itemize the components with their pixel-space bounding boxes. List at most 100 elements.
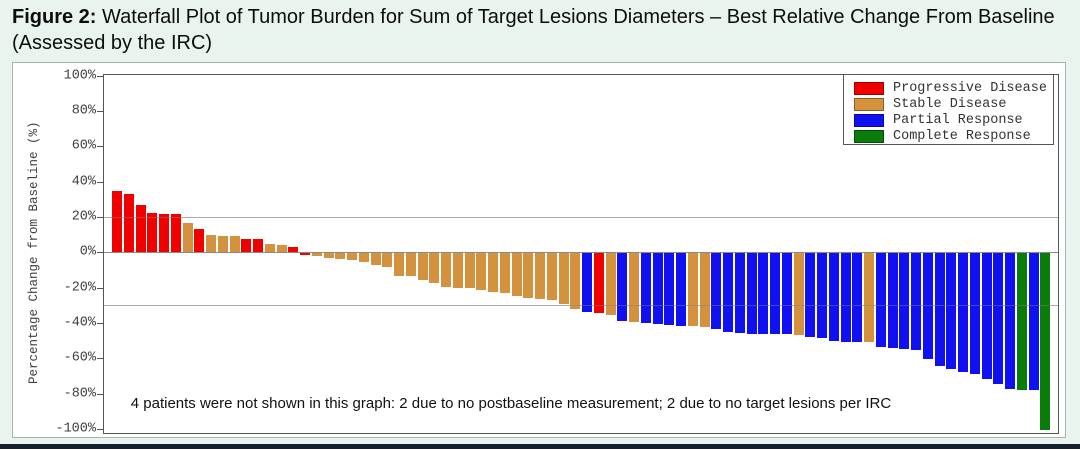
waterfall-bar-sd [335, 253, 346, 259]
waterfall-bar-sd [206, 235, 216, 253]
y-tick-label: 40% [71, 174, 96, 190]
legend-label: Complete Response [893, 128, 1031, 144]
y-tick-mark [97, 323, 104, 324]
chart-panel: Percentage Change from Baseline (%) 100%… [12, 62, 1066, 438]
waterfall-bar-pr [934, 253, 945, 366]
y-tick-mark [97, 358, 104, 359]
waterfall-bar-sd [429, 253, 440, 283]
waterfall-bar-pr [875, 253, 886, 347]
figure-title: Figure 2: Waterfall Plot of Tumor Burden… [12, 4, 1062, 56]
waterfall-bar-pr [734, 253, 745, 333]
waterfall-bar-sd [441, 253, 451, 287]
zero-line [104, 252, 1058, 253]
y-tick-label: -80% [63, 386, 96, 401]
reference-line [104, 305, 1058, 306]
waterfall-bar-sd [629, 253, 639, 323]
waterfall-bar-pr [1005, 253, 1015, 390]
waterfall-bar-pd [147, 213, 158, 253]
y-tick-mark [97, 429, 104, 430]
waterfall-bar-pr [617, 253, 628, 321]
legend-label: Progressive Disease [893, 80, 1047, 96]
legend-label: Partial Response [893, 112, 1023, 128]
waterfall-bar-pr [770, 253, 780, 335]
y-tick-label: 20% [71, 209, 96, 225]
figure-title-text: Waterfall Plot of Tumor Burden for Sum o… [12, 6, 1055, 54]
waterfall-bar-sd [323, 253, 334, 259]
waterfall-bar-sd [464, 253, 475, 288]
footnote: 4 patients were not shown in this graph:… [130, 395, 892, 412]
waterfall-bar-cr [1040, 253, 1051, 430]
window-bottom-border [0, 444, 1080, 449]
waterfall-bar-sd [864, 253, 874, 343]
waterfall-bar-pr [969, 253, 980, 375]
legend-item-cr: Complete Response [854, 128, 1053, 144]
waterfall-bar-sd [217, 235, 228, 253]
waterfall-bar-pr [993, 253, 1004, 384]
waterfall-bar-sd [182, 222, 193, 253]
waterfall-bar-pd [123, 194, 134, 253]
waterfall-bar-pr [817, 253, 827, 339]
y-tick-label: -40% [63, 315, 96, 331]
waterfall-bar-pr [805, 253, 816, 338]
waterfall-bar-sd [311, 253, 322, 257]
waterfall-bar-sd [476, 253, 487, 290]
waterfall-bar-pr [852, 253, 863, 342]
waterfall-bar-sd [558, 253, 569, 304]
waterfall-bar-sd [394, 253, 404, 276]
waterfall-bar-sd [229, 236, 240, 253]
waterfall-bar-pr [828, 253, 839, 342]
waterfall-bar-pr [723, 253, 733, 333]
reference-line-overlay [104, 305, 1058, 306]
legend: Progressive Disease Stable Disease Partial… [843, 74, 1054, 145]
legend-swatch-pd [854, 81, 884, 95]
waterfall-bar-sd [488, 253, 498, 293]
waterfall-bar-pr [840, 253, 851, 342]
waterfall-bar-pd [593, 253, 604, 314]
waterfall-bar-sd [535, 253, 545, 300]
waterfall-bar-sd [605, 253, 616, 316]
waterfall-bar-pd [135, 204, 146, 253]
waterfall-bar-sd [546, 253, 557, 301]
legend-item-pr: Partial Response [854, 112, 1053, 128]
legend-label: Stable Disease [893, 96, 1007, 112]
reference-line-overlay [104, 217, 1058, 218]
waterfall-bar-pr [981, 253, 992, 380]
y-tick-mark [97, 252, 104, 253]
waterfall-bar-sd [687, 253, 698, 326]
waterfall-bar-pr [746, 253, 757, 334]
waterfall-bar-sd [570, 253, 581, 309]
legend-swatch-sd [854, 97, 884, 111]
waterfall-bar-pr [582, 253, 592, 312]
waterfall-bar-pr [711, 253, 722, 329]
y-tick-label: 100% [63, 68, 96, 84]
waterfall-bar-pd [241, 238, 252, 253]
waterfall-bar-pr [652, 253, 663, 325]
legend-item-pd: Progressive Disease [854, 80, 1053, 96]
y-tick-label: 0% [79, 244, 96, 260]
waterfall-bar-pr [781, 253, 792, 335]
waterfall-bar-pr [887, 253, 898, 349]
reference-line [104, 217, 1058, 218]
waterfall-bar-sd [699, 253, 710, 327]
waterfall-bar-sd [523, 253, 534, 298]
waterfall-bar-pr [758, 253, 769, 334]
waterfall-bar-sd [276, 244, 287, 253]
waterfall-bar-sd [264, 243, 275, 253]
y-tick-mark [97, 76, 104, 77]
waterfall-bar-cr [1016, 253, 1027, 390]
waterfall-bar-pd [170, 214, 181, 253]
waterfall-bar-pd [300, 253, 310, 256]
waterfall-bar-sd [499, 253, 510, 294]
y-tick-mark [97, 217, 104, 218]
waterfall-bar-sd [358, 253, 369, 263]
waterfall-bar-sd [405, 253, 416, 277]
y-tick-label: -100% [55, 421, 96, 437]
y-tick-label: 80% [71, 103, 96, 119]
waterfall-bar-pr [676, 253, 686, 326]
waterfall-bar-sd [347, 253, 357, 261]
legend-item-sd: Stable Disease [854, 96, 1053, 112]
waterfall-bar-pd [288, 247, 299, 253]
waterfall-bar-pr [640, 253, 651, 323]
waterfall-bar-pd [112, 190, 122, 253]
